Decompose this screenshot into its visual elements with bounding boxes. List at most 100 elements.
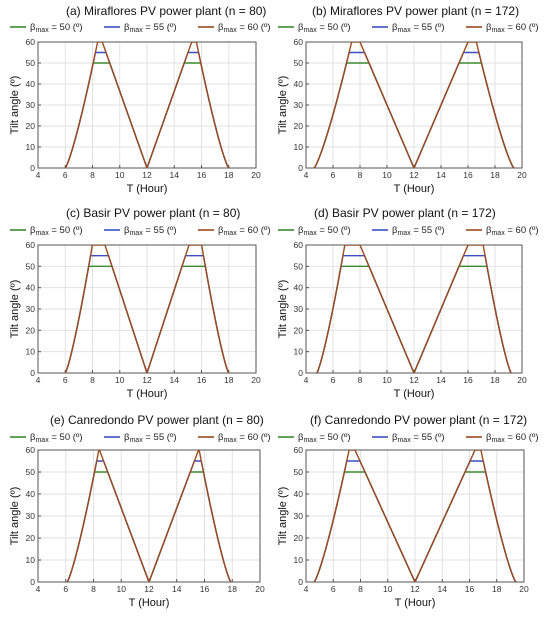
legend-label-2: βmax = 55 (º) — [392, 22, 445, 34]
y-tick-label: 10 — [26, 555, 36, 565]
series-line-2 — [316, 254, 512, 373]
series-line-3 — [64, 42, 230, 168]
series-line-2 — [313, 460, 517, 582]
x-tick-label: 18 — [224, 170, 234, 180]
x-tick-label: 14 — [170, 375, 180, 385]
y-tick-label: 30 — [294, 100, 304, 110]
y-tick-label: 0 — [30, 163, 35, 173]
x-axis-label: T (Hour) — [395, 597, 436, 609]
x-tick-label: 16 — [197, 375, 207, 385]
legend-label-3: βmax = 60 (º) — [486, 432, 539, 444]
y-tick-label: 60 — [294, 240, 304, 250]
y-tick-label: 30 — [294, 511, 304, 521]
y-axis-label: Tilt angle (º) — [9, 487, 21, 546]
x-tick-label: 14 — [436, 170, 446, 180]
x-tick-label: 20 — [251, 375, 261, 385]
x-tick-label: 18 — [490, 170, 500, 180]
legend-label-1: βmax = 50 (º) — [298, 22, 351, 34]
legend-label-2: βmax = 55 (º) — [124, 22, 177, 34]
chart-panel-5: (e) Canredondo PV power plant (n = 80) βm… — [9, 413, 271, 609]
y-tick-label: 60 — [26, 445, 36, 455]
series-line-1 — [64, 265, 230, 373]
x-tick-label: 10 — [115, 375, 125, 385]
chart-panel-4: (d) Basir PV power plant (n = 172) βmax =… — [277, 206, 539, 400]
x-tick-label: 10 — [382, 170, 392, 180]
y-tick-label: 60 — [294, 37, 304, 47]
x-tick-label: 18 — [224, 375, 234, 385]
x-tick-label: 8 — [358, 170, 363, 180]
y-tick-label: 30 — [26, 100, 36, 110]
x-tick-label: 6 — [331, 170, 336, 180]
x-tick-label: 8 — [358, 375, 363, 385]
y-tick-label: 0 — [30, 368, 35, 378]
x-axis-label: T (Hour) — [129, 597, 170, 609]
x-tick-label: 18 — [490, 375, 500, 385]
y-tick-label: 40 — [26, 79, 36, 89]
x-tick-label: 16 — [197, 170, 207, 180]
y-tick-label: 50 — [26, 467, 36, 477]
legend-label-1: βmax = 50 (º) — [298, 432, 351, 444]
x-tick-label: 6 — [331, 375, 336, 385]
x-tick-label: 16 — [463, 375, 473, 385]
series-line-1 — [313, 471, 517, 582]
series-line-3 — [313, 450, 517, 582]
y-tick-label: 20 — [26, 533, 36, 543]
y-tick-label: 0 — [298, 368, 303, 378]
x-axis-label: T (Hour) — [394, 388, 435, 400]
y-tick-label: 10 — [294, 142, 304, 152]
x-tick-label: 8 — [90, 375, 95, 385]
y-tick-label: 30 — [26, 304, 36, 314]
x-tick-label: 8 — [358, 584, 363, 594]
legend-label-2: βmax = 55 (º) — [124, 225, 177, 237]
y-tick-label: 60 — [26, 240, 36, 250]
x-tick-label: 4 — [36, 584, 41, 594]
y-tick-label: 50 — [26, 58, 36, 68]
x-tick-label: 16 — [465, 584, 475, 594]
x-tick-label: 14 — [438, 584, 448, 594]
chart-title: (e) Canredondo PV power plant (n = 80) — [50, 413, 264, 427]
x-tick-label: 10 — [383, 584, 393, 594]
legend-label-2: βmax = 55 (º) — [392, 225, 445, 237]
x-tick-label: 12 — [409, 170, 419, 180]
legend-label-2: βmax = 55 (º) — [124, 432, 177, 444]
x-tick-label: 12 — [142, 170, 152, 180]
legend-label-1: βmax = 50 (º) — [298, 225, 351, 237]
x-tick-label: 12 — [144, 584, 154, 594]
x-tick-label: 20 — [251, 170, 261, 180]
y-tick-label: 10 — [26, 142, 36, 152]
y-tick-label: 30 — [26, 511, 36, 521]
x-tick-label: 8 — [90, 170, 95, 180]
y-tick-label: 0 — [30, 577, 35, 587]
legend-label-1: βmax = 50 (º) — [30, 432, 83, 444]
legend-label-3: βmax = 60 (º) — [218, 225, 271, 237]
x-tick-label: 6 — [63, 584, 68, 594]
chart-title: (a) Miraflores PV power plant (n = 80) — [66, 4, 266, 18]
chart-title: (f) Canredondo PV power plant (n = 172) — [310, 413, 527, 427]
x-tick-label: 10 — [115, 170, 125, 180]
y-tick-label: 40 — [26, 489, 36, 499]
series-line-1 — [313, 62, 515, 168]
y-tick-label: 20 — [294, 325, 304, 335]
y-tick-label: 20 — [26, 325, 36, 335]
x-tick-label: 6 — [331, 584, 336, 594]
x-tick-label: 14 — [170, 170, 180, 180]
x-tick-label: 10 — [117, 584, 127, 594]
series-line-3 — [313, 42, 515, 168]
x-tick-label: 6 — [63, 375, 68, 385]
y-tick-label: 60 — [26, 37, 36, 47]
x-tick-label: 6 — [63, 170, 68, 180]
x-tick-label: 18 — [492, 584, 502, 594]
series-line-1 — [316, 265, 512, 373]
y-tick-label: 40 — [294, 489, 304, 499]
chart-title: (c) Basir PV power plant (n = 80) — [66, 206, 240, 220]
x-tick-label: 12 — [409, 375, 419, 385]
x-tick-label: 18 — [228, 584, 238, 594]
y-tick-label: 50 — [294, 58, 304, 68]
y-tick-label: 60 — [294, 445, 304, 455]
x-axis-label: T (Hour) — [127, 388, 168, 400]
y-tick-label: 30 — [294, 304, 304, 314]
y-axis-label: Tilt angle (º) — [9, 76, 21, 135]
y-tick-label: 50 — [294, 261, 304, 271]
x-axis-label: T (Hour) — [127, 183, 168, 195]
